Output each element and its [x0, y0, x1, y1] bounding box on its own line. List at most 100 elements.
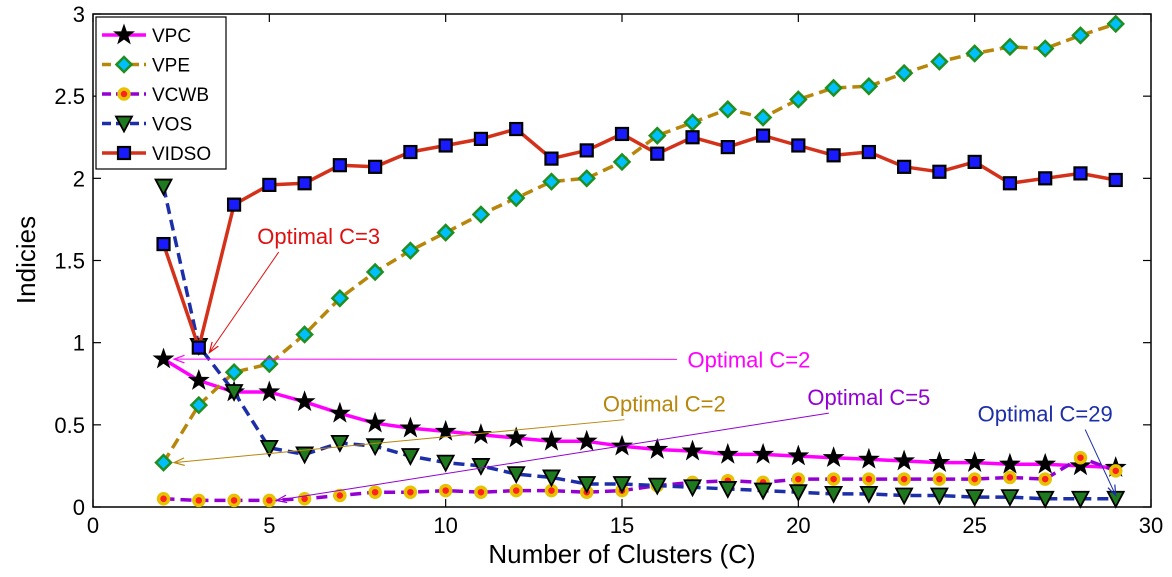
legend: VPC VPE VCWB VOS VIDSO [95, 16, 227, 170]
data-point-vcwb [156, 492, 171, 506]
data-point-vpe [577, 169, 597, 188]
data-point-vos [1035, 490, 1055, 509]
x-axis-title: Number of Clusters (C) [488, 539, 755, 569]
data-point-vpe [401, 241, 420, 260]
data-point-vpc [893, 449, 916, 471]
data-point-vcwb [897, 472, 911, 486]
series-vidso [156, 121, 1123, 355]
data-point-vos [824, 485, 844, 504]
data-point-vcwb [192, 493, 206, 508]
data-point-vidso [1002, 176, 1018, 191]
data-point-vos [295, 446, 315, 465]
data-point-vcwb [1003, 470, 1017, 485]
data-point-vpc [1034, 452, 1057, 474]
data-point-vos [753, 482, 773, 501]
legend-item-vpc: VPC [102, 23, 191, 47]
series-line-vpc [162, 357, 1116, 470]
data-point-vpc [716, 442, 739, 464]
annotation-arrow [208, 251, 280, 353]
y-tick-label: 0 [73, 495, 85, 520]
annotation-arrowhead [274, 494, 288, 504]
legend-marker [116, 145, 132, 161]
y-axis-title: Indicies [11, 216, 41, 304]
legend-item-vcwb: VCWB [102, 85, 209, 106]
data-point-vpc [364, 411, 387, 433]
series-vpe [154, 14, 1126, 472]
y-tick-label: 3 [73, 2, 85, 27]
data-point-vpe [859, 77, 879, 96]
legend-item-vidso: VIDSO [102, 144, 211, 165]
data-point-vpe [753, 108, 773, 127]
legend-label: VPC [152, 26, 191, 47]
data-point-vidso [191, 340, 206, 355]
data-point-vpe [154, 453, 173, 472]
annotation-label: Optimal C=29 [978, 402, 1113, 427]
data-point-vidso [403, 144, 418, 160]
data-point-vpc [540, 429, 563, 451]
data-point-vidso [614, 126, 630, 142]
data-point-vidso [156, 236, 171, 252]
annotation-arrowhead [172, 354, 185, 364]
x-tick-label: 25 [962, 513, 986, 538]
data-point-vos [718, 481, 738, 499]
data-point-vpe [330, 289, 350, 308]
data-point-vpe [365, 262, 385, 282]
data-point-vcwb [262, 493, 277, 508]
data-point-vos [1070, 490, 1090, 509]
data-point-vpe [1106, 14, 1126, 34]
annotation-arrow [1084, 429, 1117, 496]
data-point-vpe [1035, 39, 1055, 58]
annotation-arrowhead [172, 457, 185, 466]
data-point-vcwb [932, 472, 947, 486]
data-point-vpe [930, 52, 949, 71]
legend-label: VPE [152, 56, 190, 77]
data-point-vos [1000, 489, 1020, 508]
data-point-vidso [897, 159, 912, 174]
data-point-vpe [542, 172, 561, 191]
data-point-vidso [932, 164, 947, 179]
x-tick-label: 15 [610, 513, 634, 538]
data-point-vpe [1071, 26, 1090, 45]
data-point-vcwb [333, 488, 347, 503]
data-point-vcwb [509, 483, 523, 498]
annotation-label: Optimal C=5 [807, 385, 930, 410]
y-tick-label: 2 [73, 166, 85, 191]
data-point-vpc [328, 401, 351, 423]
data-point-vidso [1108, 172, 1123, 188]
data-point-vos [683, 479, 703, 498]
data-point-vos [436, 454, 456, 473]
data-point-vos [154, 178, 174, 197]
data-point-vpc [152, 347, 175, 369]
data-point-vcwb [474, 485, 488, 499]
data-point-vpe [612, 152, 632, 172]
annotation-arrowhead [1107, 484, 1117, 498]
legend-marker [113, 23, 135, 45]
data-point-vpc [787, 444, 810, 466]
data-point-vpc [963, 451, 986, 472]
annotation-label: Optimal C=2 [603, 392, 726, 417]
y-tick-label: 0.5 [54, 413, 85, 438]
data-point-vos [894, 487, 914, 506]
y-tick-label: 2.5 [54, 84, 85, 109]
series-vpc [152, 347, 1127, 477]
series-layer [152, 14, 1127, 509]
x-tick-label: 20 [786, 513, 810, 538]
x-tick-label: 5 [263, 513, 275, 538]
series-line-vcwb [163, 455, 1117, 503]
data-point-vidso [1038, 171, 1053, 186]
data-point-vpe [718, 100, 738, 119]
data-point-vcwb [1108, 464, 1123, 478]
x-tick-label: 0 [87, 513, 99, 538]
legend-item-vpe: VPE [102, 55, 190, 77]
data-point-vpc [1069, 454, 1092, 476]
data-point-vos [541, 469, 561, 488]
data-point-vpe [436, 223, 455, 242]
data-point-vidso [438, 138, 453, 153]
data-point-vcwb [227, 493, 241, 508]
data-point-vidso [262, 177, 277, 193]
data-point-vpe [224, 362, 244, 382]
data-point-vos [788, 484, 808, 503]
data-point-vidso [1073, 166, 1088, 181]
data-point-vidso [332, 158, 347, 173]
data-point-vpc [928, 451, 951, 472]
